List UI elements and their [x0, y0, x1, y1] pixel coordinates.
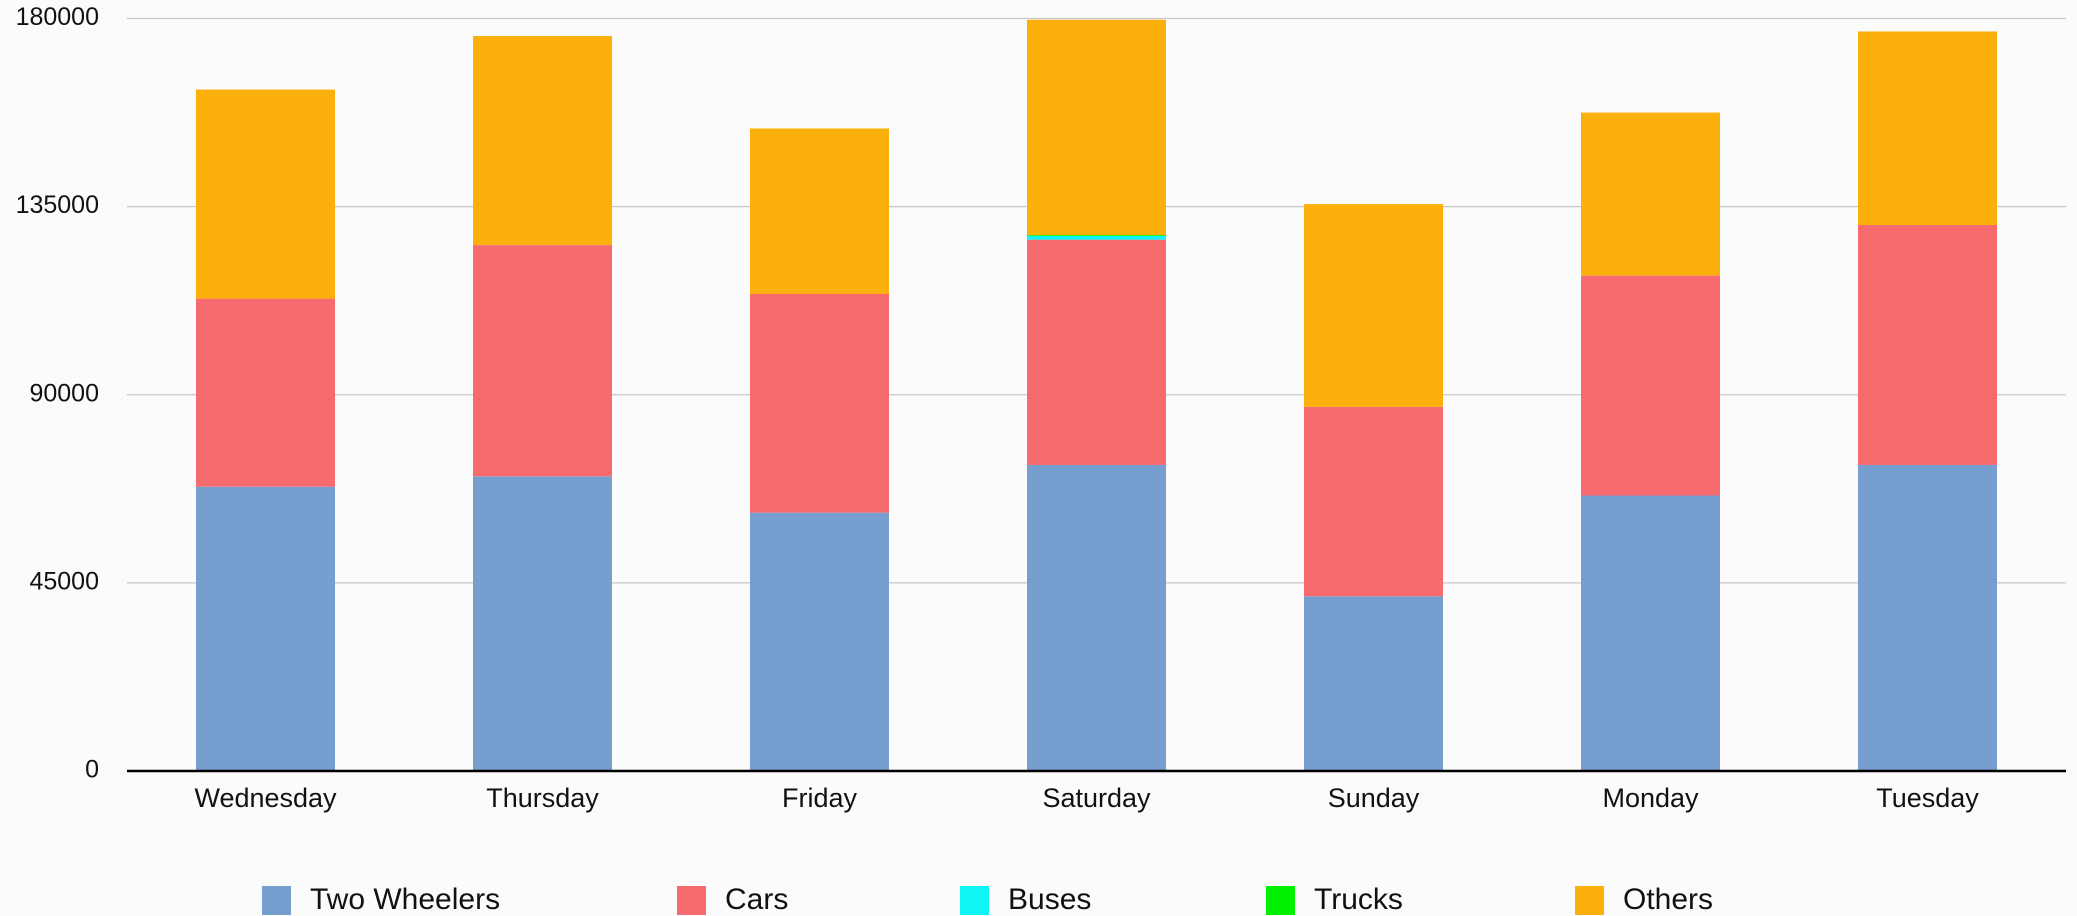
bar-segment [1581, 495, 1720, 771]
bar-segment [1581, 275, 1720, 496]
legend-label: Two Wheelers [310, 883, 500, 916]
legend-swatch [960, 886, 989, 915]
bar-segment [750, 293, 889, 513]
legend-swatch [262, 886, 291, 915]
bar-segment [1858, 225, 1997, 465]
x-tick-label: Sunday [1328, 783, 1420, 813]
bar-segment [1304, 596, 1443, 771]
bar-segment [1027, 239, 1166, 465]
bar-segment [1027, 19, 1166, 236]
legend-label: Trucks [1314, 883, 1403, 916]
bar-segment [750, 512, 889, 771]
y-tick-label: 180000 [16, 3, 99, 31]
bar-segment [1027, 464, 1166, 771]
y-tick-label: 90000 [29, 379, 99, 407]
bar-segment [1304, 204, 1443, 407]
y-tick-label: 135000 [16, 191, 99, 219]
bar-segment [1581, 112, 1720, 276]
bar-segment [473, 245, 612, 477]
x-tick-label: Tuesday [1876, 783, 1979, 813]
legend-swatch [677, 886, 706, 915]
bar-segment [1027, 235, 1166, 236]
x-tick-label: Monday [1602, 783, 1699, 813]
y-tick-label: 45000 [29, 567, 99, 595]
bar-segment [196, 89, 335, 299]
bar-segment [1858, 464, 1997, 771]
bar-segment [196, 486, 335, 771]
bar-segment [473, 476, 612, 771]
bar-segment [196, 298, 335, 487]
x-tick-label: Thursday [486, 783, 599, 813]
legend-label: Cars [725, 883, 788, 916]
x-tick-label: Friday [782, 783, 858, 813]
x-tick-label: Saturday [1042, 783, 1151, 813]
legend-swatch [1575, 886, 1604, 915]
bar-segment [1858, 31, 1997, 226]
x-tick-label: Wednesday [194, 783, 337, 813]
y-tick-label: 0 [85, 756, 99, 784]
legend-swatch [1266, 886, 1295, 915]
bar-segment [473, 36, 612, 246]
bar-segment [1304, 406, 1443, 597]
legend-label: Buses [1008, 883, 1091, 916]
bar-segment [1027, 235, 1166, 240]
legend-label: Others [1623, 883, 1713, 916]
bar-segment [750, 128, 889, 294]
